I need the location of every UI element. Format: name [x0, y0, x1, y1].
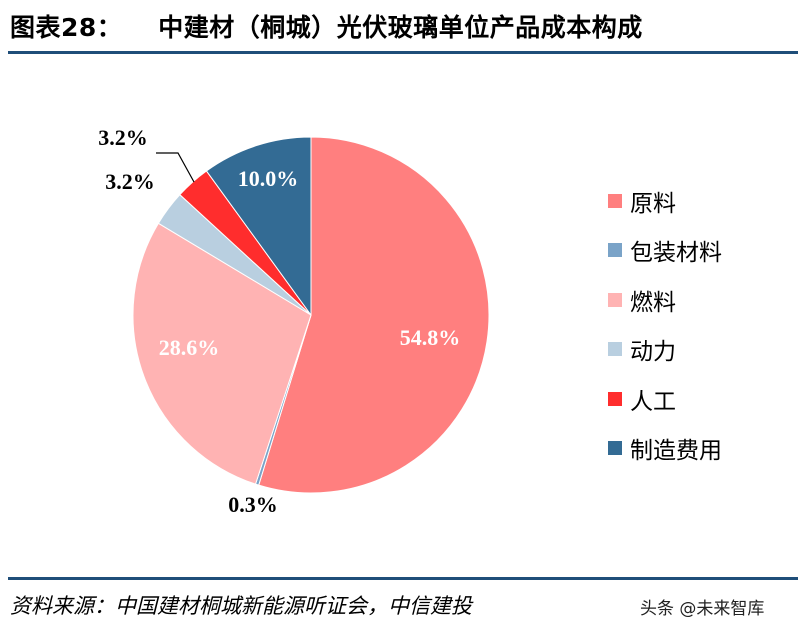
legend-label: 燃料: [630, 289, 676, 316]
legend-item: 包装材料: [608, 226, 722, 276]
bottom-divider: [8, 577, 798, 580]
data-label: 54.8%: [400, 325, 461, 350]
legend-item: 动力: [608, 325, 722, 375]
watermark: 头条 @未来智库: [640, 599, 765, 619]
data-label: 3.2%: [105, 169, 155, 194]
data-label: 10.0%: [238, 166, 299, 191]
legend-swatch: [608, 243, 622, 258]
figure-title: 图表28： 中建材（桐城）光伏玻璃单位产品成本构成: [10, 8, 643, 44]
legend-label: 包装材料: [630, 240, 722, 267]
legend-swatch: [608, 193, 622, 208]
pie-slice: [205, 136, 312, 317]
legend-label: 制造费用: [630, 438, 722, 465]
chart-legend: 原料包装材料燃料动力人工制造费用: [608, 176, 722, 473]
legend-item: 制造费用: [608, 424, 722, 474]
legend-swatch: [608, 292, 622, 307]
legend-item: 原料: [608, 176, 722, 226]
leader-line: [156, 152, 195, 183]
legend-item: 燃料: [608, 275, 722, 325]
chart-title: 中建材（桐城）光伏玻璃单位产品成本构成: [158, 13, 643, 42]
source-note: 资料来源：中国建材桐城新能源听证会，中信建投: [10, 594, 472, 618]
legend-swatch: [608, 342, 622, 357]
legend-swatch: [608, 441, 622, 456]
pie-slice: [258, 136, 490, 494]
data-label: 0.3%: [228, 492, 278, 517]
figure-label: 图表28：: [10, 13, 123, 42]
legend-item: 人工: [608, 374, 722, 424]
top-divider: [8, 51, 798, 54]
legend-swatch: [608, 391, 622, 406]
legend-label: 原料: [630, 190, 676, 217]
legend-label: 人工: [630, 388, 676, 415]
data-label: 28.6%: [159, 335, 220, 360]
legend-label: 动力: [630, 339, 676, 366]
data-label: 3.2%: [98, 125, 148, 150]
